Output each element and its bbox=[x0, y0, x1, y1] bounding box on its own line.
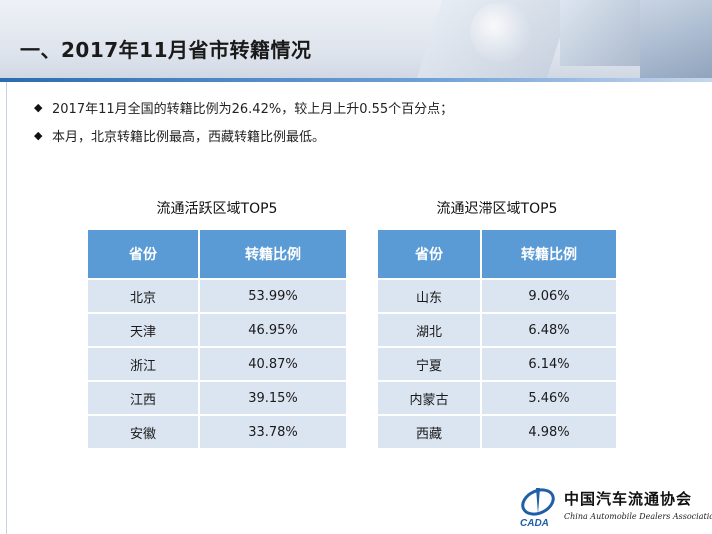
table-header-row: 省份 转籍比例 bbox=[88, 230, 346, 278]
title-underline bbox=[0, 78, 712, 82]
province-cell: 安徽 bbox=[88, 416, 200, 448]
page-title: 一、2017年11月省市转籍情况 bbox=[20, 38, 312, 62]
table-row: 湖北 6.48% bbox=[378, 314, 616, 346]
ratio-cell: 33.78% bbox=[200, 416, 346, 448]
diamond-bullet-icon: ◆ bbox=[34, 100, 43, 114]
logo-english-name: China Automobile Dealers Association bbox=[564, 512, 712, 521]
table-row: 内蒙古 5.46% bbox=[378, 382, 616, 414]
table-row: 安徽 33.78% bbox=[88, 416, 346, 448]
right-table-title: 流通迟滞区域TOP5 bbox=[436, 201, 558, 217]
province-cell: 内蒙古 bbox=[378, 382, 482, 414]
province-cell: 江西 bbox=[88, 382, 200, 414]
bullet-list: ◆ 2017年11月全国的转籍比例为26.42%，较上月上升0.55个百分点； … bbox=[34, 96, 674, 152]
header-banner bbox=[0, 0, 712, 80]
cada-logo: CADA 中国汽车流通协会 China Automobile Dealers A… bbox=[516, 484, 712, 534]
ratio-cell: 39.15% bbox=[200, 382, 346, 414]
ratio-cell: 53.99% bbox=[200, 280, 346, 312]
table-row: 浙江 40.87% bbox=[88, 348, 346, 380]
ratio-cell: 46.95% bbox=[200, 314, 346, 346]
province-cell: 山东 bbox=[378, 280, 482, 312]
logo-abbr: CADA bbox=[520, 518, 549, 529]
cada-emblem-icon: CADA bbox=[520, 488, 555, 529]
decorative-globe bbox=[470, 2, 530, 62]
province-cell: 天津 bbox=[88, 314, 200, 346]
table-header-row: 省份 转籍比例 bbox=[378, 230, 616, 278]
province-cell: 北京 bbox=[88, 280, 200, 312]
decorative-shape bbox=[640, 0, 712, 80]
ratio-cell: 6.14% bbox=[482, 348, 616, 380]
column-header-province: 省份 bbox=[378, 230, 482, 278]
province-cell: 西藏 bbox=[378, 416, 482, 448]
ratio-cell: 40.87% bbox=[200, 348, 346, 380]
province-cell: 浙江 bbox=[88, 348, 200, 380]
diamond-bullet-icon: ◆ bbox=[34, 128, 43, 142]
column-header-ratio: 转籍比例 bbox=[482, 230, 616, 278]
stagnant-regions-table: 省份 转籍比例 山东 9.06% 湖北 6.48% 宁夏 6.14% 内蒙古 5.46%… bbox=[378, 228, 616, 450]
ratio-cell: 6.48% bbox=[482, 314, 616, 346]
column-header-ratio: 转籍比例 bbox=[200, 230, 346, 278]
bullet-text: 2017年11月全国的转籍比例为26.42%，较上月上升0.55个百分点； bbox=[52, 101, 454, 117]
table-row: 西藏 4.98% bbox=[378, 416, 616, 448]
table-row: 江西 39.15% bbox=[88, 382, 346, 414]
table-row: 天津 46.95% bbox=[88, 314, 346, 346]
table-row: 宁夏 6.14% bbox=[378, 348, 616, 380]
province-cell: 湖北 bbox=[378, 314, 482, 346]
ratio-cell: 9.06% bbox=[482, 280, 616, 312]
bullet-item: ◆ 本月，北京转籍比例最高，西藏转籍比例最低。 bbox=[34, 124, 674, 146]
ratio-cell: 4.98% bbox=[482, 416, 616, 448]
province-cell: 宁夏 bbox=[378, 348, 482, 380]
ratio-cell: 5.46% bbox=[482, 382, 616, 414]
left-table-title: 流通活跃区域TOP5 bbox=[156, 201, 278, 217]
column-header-province: 省份 bbox=[88, 230, 200, 278]
left-divider bbox=[6, 82, 7, 534]
decorative-shape bbox=[560, 0, 650, 66]
bullet-item: ◆ 2017年11月全国的转籍比例为26.42%，较上月上升0.55个百分点； bbox=[34, 96, 674, 118]
active-regions-table: 省份 转籍比例 北京 53.99% 天津 46.95% 浙江 40.87% 江西 39.… bbox=[88, 228, 346, 450]
logo-chinese-name: 中国汽车流通协会 bbox=[564, 490, 693, 508]
bullet-text: 本月，北京转籍比例最高，西藏转籍比例最低。 bbox=[52, 129, 326, 145]
table-row: 北京 53.99% bbox=[88, 280, 346, 312]
table-row: 山东 9.06% bbox=[378, 280, 616, 312]
